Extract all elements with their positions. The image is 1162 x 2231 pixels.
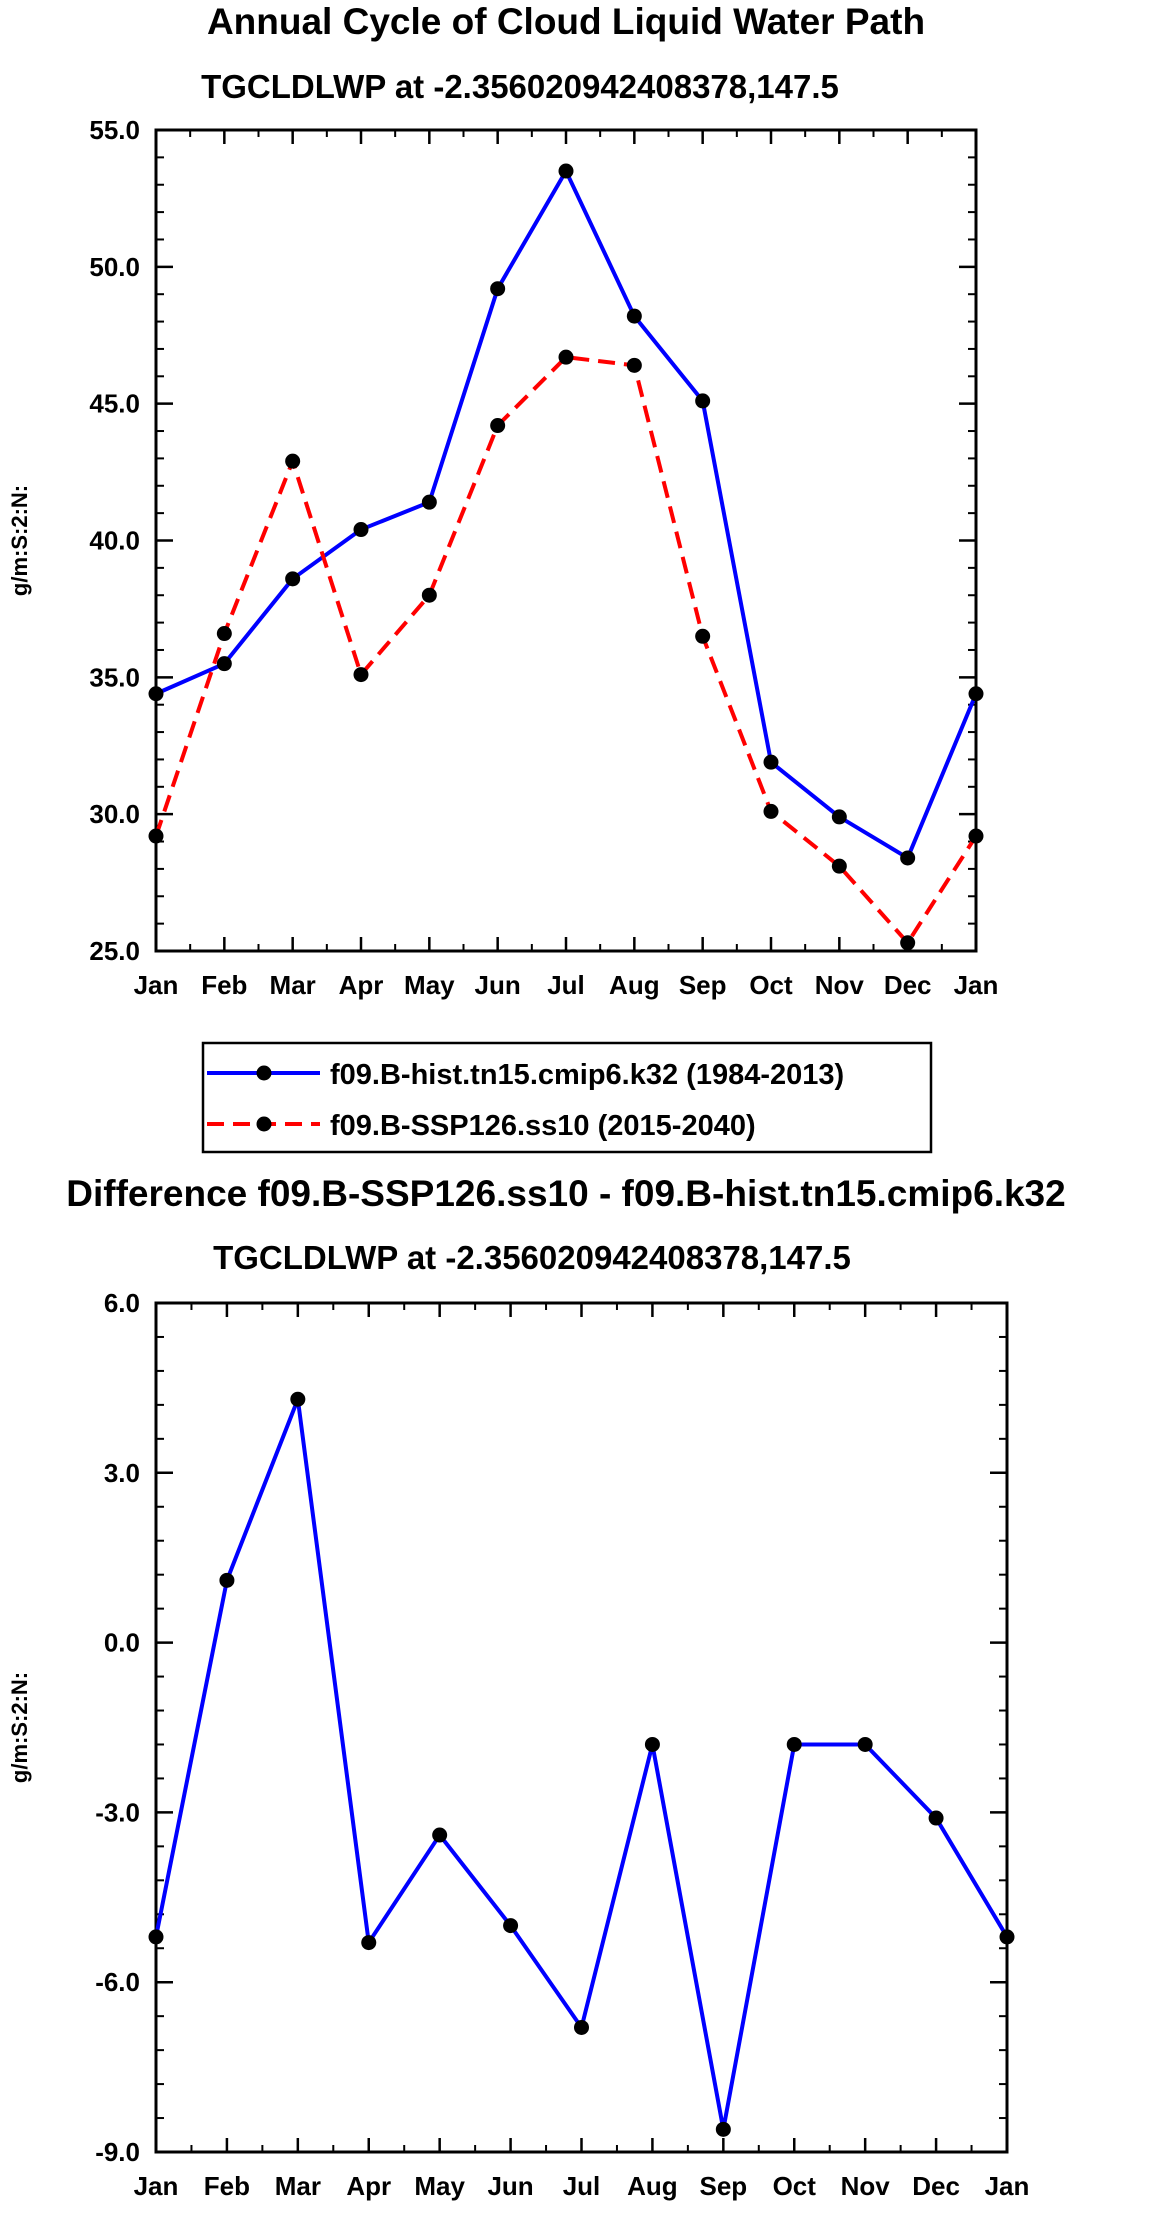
data-point-s0-5 [490, 281, 506, 297]
data-point-s0-12 [968, 686, 984, 702]
data-point-s0-10 [831, 809, 847, 825]
data-point-s1-8 [695, 628, 711, 644]
data-point-s0-0 [148, 686, 164, 702]
chart-1-legend: f09.B-hist.tn15.cmip6.k32 (1984-2013) f0… [201, 1041, 933, 1154]
chart-1-title: Annual Cycle of Cloud Liquid Water Path [207, 1, 925, 42]
x-tick-label: Aug [609, 970, 660, 1000]
chart-1-subtitle: TGCLDLWP at -2.356020942408378,147.5 [201, 68, 839, 105]
data-point-s0-6 [574, 2019, 589, 2035]
data-point-s1-12 [968, 828, 984, 844]
x-tick-label: Jun [487, 2171, 533, 2201]
x-tick-label: Nov [815, 970, 865, 1000]
series-line-0 [155, 169, 978, 860]
y-tick-label: 25.0 [89, 936, 140, 966]
data-point-s0-7 [626, 308, 642, 324]
data-point-s1-11 [900, 935, 916, 951]
x-tick-label: Apr [339, 970, 384, 1000]
x-tick-label: Mar [275, 2171, 321, 2201]
chart-2-y-axis-label: g/m:S:2:N: [7, 1672, 32, 1783]
y-tick-label: 40.0 [89, 526, 140, 556]
x-tick-label: May [404, 970, 455, 1000]
chart-1-plot: Jan Feb Mar Apr May Jun Jul Aug Sep Oct Nov Dec Jan 2… [7, 115, 998, 1000]
data-point-s0-1 [219, 1572, 235, 1588]
x-tick-label: Jan [954, 970, 999, 1000]
x-tick-label: Jul [563, 2171, 601, 2201]
legend-box [201, 1041, 933, 1154]
x-tick-label: Jan [134, 2171, 179, 2201]
data-point-s0-8 [715, 2121, 731, 2137]
data-point-s0-1 [216, 656, 232, 672]
y-tick-label: -9.0 [95, 2137, 140, 2167]
data-point-s0-10 [857, 1736, 873, 1752]
x-tick-label: Oct [773, 2171, 817, 2201]
x-tick-label: Apr [346, 2171, 391, 2201]
data-point-s1-2 [285, 453, 301, 469]
data-point-s0-4 [432, 1827, 448, 1843]
data-point-s1-6 [558, 349, 574, 365]
data-point-s0-8 [695, 393, 711, 409]
y-tick-label: 45.0 [89, 389, 140, 419]
y-tick-label: -6.0 [95, 1967, 140, 1997]
data-point-s0-6 [558, 163, 574, 179]
data-point-s0-11 [928, 1810, 944, 1826]
x-tick-label: May [414, 2171, 465, 2201]
legend-label-ssp: f09.B-SSP126.ss10 (2015-2040) [330, 1110, 756, 1142]
x-tick-label: Aug [627, 2171, 678, 2201]
y-tick-label: 3.0 [104, 1458, 140, 1488]
y-tick-label: 35.0 [89, 662, 140, 692]
data-point-s1-4 [421, 587, 437, 603]
y-tick-label: 6.0 [104, 1288, 140, 1318]
data-point-s0-3 [361, 1935, 377, 1951]
chart-1-y-axis-label: g/m:S:2:N: [7, 485, 32, 596]
data-point-s1-5 [490, 418, 506, 434]
x-tick-label: Nov [841, 2171, 891, 2201]
data-point-s0-11 [900, 850, 916, 866]
x-tick-label: Sep [679, 970, 727, 1000]
y-tick-label: 30.0 [89, 799, 140, 829]
data-point-s1-0 [148, 828, 164, 844]
data-point-s1-1 [216, 626, 232, 642]
y-tick-label: -3.0 [95, 1797, 140, 1827]
x-tick-label: Oct [749, 970, 793, 1000]
x-tick-label: Dec [912, 2171, 960, 2201]
chart-2-subtitle: TGCLDLWP at -2.356020942408378,147.5 [213, 1239, 851, 1276]
data-point-s0-5 [503, 1918, 519, 1934]
data-point-s0-4 [421, 494, 437, 510]
data-point-s0-2 [285, 571, 301, 587]
x-tick-label: Feb [201, 970, 247, 1000]
legend-marker-hist [256, 1065, 272, 1081]
x-tick-label: Jun [475, 970, 521, 1000]
chart-2-title: Difference f09.B-SSP126.ss10 - f09.B-his… [66, 1173, 1065, 1214]
data-point-s1-3 [353, 667, 369, 683]
x-tick-label: Jan [985, 2171, 1030, 2201]
data-point-s0-0 [148, 1929, 164, 1945]
chart-1-frame [154, 128, 978, 953]
data-point-s0-9 [786, 1736, 802, 1752]
y-tick-label: 0.0 [104, 1628, 140, 1658]
data-point-s0-7 [644, 1736, 660, 1752]
chart-2-plot: Jan Feb Mar Apr May Jun Jul Aug Sep Oct Nov Dec Jan -… [7, 1288, 1029, 2201]
series-line-0 [154, 1397, 1009, 2132]
data-point-s0-2 [290, 1391, 306, 1407]
legend-label-hist: f09.B-hist.tn15.cmip6.k32 (1984-2013) [330, 1059, 844, 1091]
data-point-s1-10 [831, 858, 847, 874]
data-point-s0-3 [353, 522, 369, 538]
data-point-s0-9 [763, 754, 779, 770]
x-tick-label: Mar [270, 970, 316, 1000]
data-point-s1-7 [626, 357, 642, 373]
x-tick-label: Jan [134, 970, 179, 1000]
x-tick-label: Feb [204, 2171, 250, 2201]
data-point-s1-9 [763, 803, 779, 819]
data-point-s0-12 [999, 1929, 1015, 1945]
series-line-1 [154, 355, 978, 945]
y-tick-label: 50.0 [89, 252, 140, 282]
x-tick-label: Sep [699, 2171, 747, 2201]
legend-marker-ssp [256, 1116, 272, 1132]
y-tick-label: 55.0 [89, 115, 140, 145]
x-tick-label: Jul [547, 970, 585, 1000]
x-tick-label: Dec [884, 970, 932, 1000]
